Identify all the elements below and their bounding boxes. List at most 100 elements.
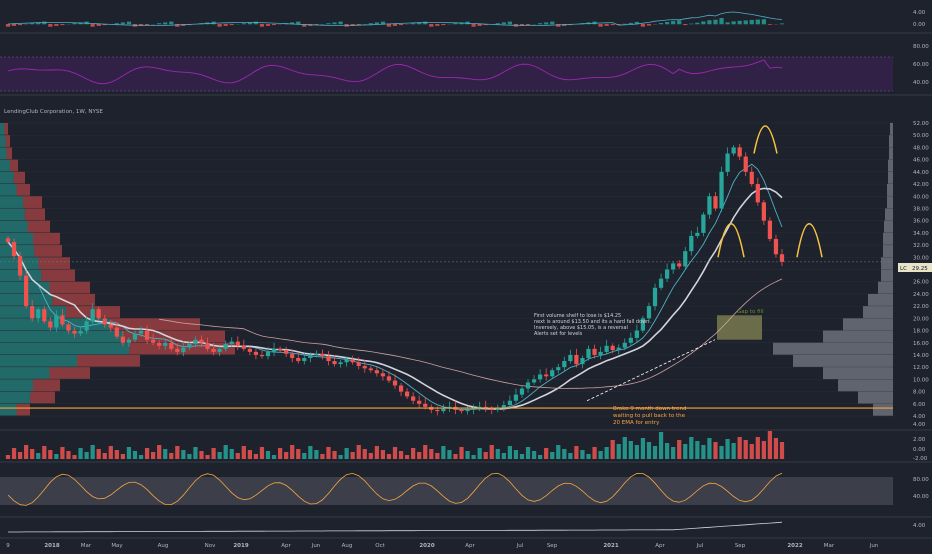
time-tick-label: 2021	[603, 543, 618, 549]
volume-profile-down-bar	[34, 245, 62, 257]
volume-bar	[514, 450, 518, 459]
macd-bar	[429, 24, 433, 27]
macd-bar	[145, 24, 149, 25]
right-profile-bar	[881, 270, 893, 282]
volume-bar	[756, 437, 760, 459]
macd-bar	[12, 24, 16, 26]
volume-bar	[193, 447, 197, 459]
candle-body	[163, 343, 167, 346]
volume-bar	[284, 452, 288, 459]
price-tick-label: 18.00	[913, 329, 929, 335]
macd-bar	[441, 24, 445, 25]
bottom-axis-label: 4.00	[913, 523, 926, 529]
candle-body	[42, 309, 46, 321]
volume-bar	[683, 444, 687, 459]
candle-body	[72, 331, 76, 334]
candle-body	[242, 346, 246, 349]
macd-bar	[169, 22, 173, 25]
macd-bar	[713, 20, 717, 25]
macd-bar	[375, 22, 379, 24]
time-tick-label: Aug	[158, 543, 169, 549]
macd-bar	[719, 18, 723, 24]
candle-body	[762, 202, 766, 220]
volume-bar	[199, 451, 203, 459]
volume-bar	[66, 451, 70, 459]
price-tick-label: 10.00	[913, 377, 929, 383]
time-tick-label: Jun	[311, 543, 321, 549]
candle-body	[598, 352, 602, 355]
gap-fill-zone	[717, 315, 762, 339]
volume-bar	[127, 447, 131, 459]
macd-bar	[157, 23, 161, 24]
volume-bar	[308, 446, 312, 459]
right-profile-bar	[888, 160, 893, 172]
time-tick-label: May	[111, 543, 123, 549]
candle-body	[562, 361, 566, 367]
volume-bar	[332, 451, 336, 459]
volume-bar	[97, 449, 101, 459]
candle-body	[538, 374, 542, 379]
candle-body	[84, 321, 88, 330]
macd-bar	[695, 23, 699, 25]
candle-body	[266, 352, 270, 356]
candle-body	[254, 352, 258, 355]
macd-bar	[738, 21, 742, 24]
volume-bar	[345, 448, 349, 459]
candle-body	[465, 410, 469, 411]
volume-bar	[768, 431, 772, 459]
volume-bar	[550, 452, 554, 459]
macd-bar	[260, 24, 264, 27]
macd-bar	[60, 24, 64, 25]
candle-body	[574, 355, 578, 364]
candle-body	[732, 147, 736, 153]
macd-bar	[544, 22, 548, 24]
macd-bar	[97, 24, 101, 26]
volume-profile-down-bar	[6, 135, 11, 147]
volume-profile-up-bar	[0, 343, 129, 355]
rsi-axis-label: 60.00	[913, 62, 929, 68]
candle-body	[623, 343, 627, 348]
right-profile-bar	[889, 135, 893, 147]
macd-bar	[127, 22, 131, 25]
volume-profile-up-bar	[0, 245, 34, 257]
volume-bar	[363, 449, 367, 459]
volume-bar	[429, 449, 433, 459]
time-tick-label: Nov	[205, 543, 216, 549]
time-tick-label: Jun	[869, 543, 879, 549]
candle-body	[744, 157, 748, 172]
price-tick-label: 32.00	[913, 243, 929, 249]
candle-body	[169, 343, 173, 349]
chart-title: LendingClub Corporation, 1W, NYSE	[4, 109, 103, 115]
macd-bar	[230, 24, 234, 25]
right-profile-bar	[889, 147, 893, 159]
macd-bar	[647, 24, 651, 26]
candle-body	[605, 346, 609, 352]
right-profile-bar	[823, 331, 893, 343]
time-tick-label: Jul	[516, 543, 524, 549]
last-price-value: 29.25	[912, 266, 928, 272]
volume-bar	[750, 444, 754, 459]
candle-body	[568, 355, 572, 361]
volume-bar	[423, 445, 427, 459]
volume-bar	[441, 446, 445, 459]
volume-bar	[230, 449, 234, 459]
volume-profile-down-bar	[33, 233, 60, 245]
candle-body	[689, 236, 693, 251]
candle-body	[659, 279, 663, 288]
right-profile-bar	[863, 306, 893, 318]
candle-body	[66, 324, 70, 330]
volume-bar	[629, 441, 633, 459]
candle-body	[550, 370, 554, 376]
macd-bar	[750, 20, 754, 24]
candle-body	[435, 410, 439, 411]
volume-bar	[532, 451, 536, 459]
volume-bar	[338, 455, 342, 459]
time-tick-label: Mar	[81, 543, 92, 549]
candle-body	[24, 276, 28, 307]
macd-bar	[605, 24, 609, 26]
candle-body	[665, 270, 669, 279]
macd-bar	[242, 23, 246, 24]
price-tick-label: 22.00	[913, 304, 929, 310]
candle-body	[695, 233, 699, 236]
